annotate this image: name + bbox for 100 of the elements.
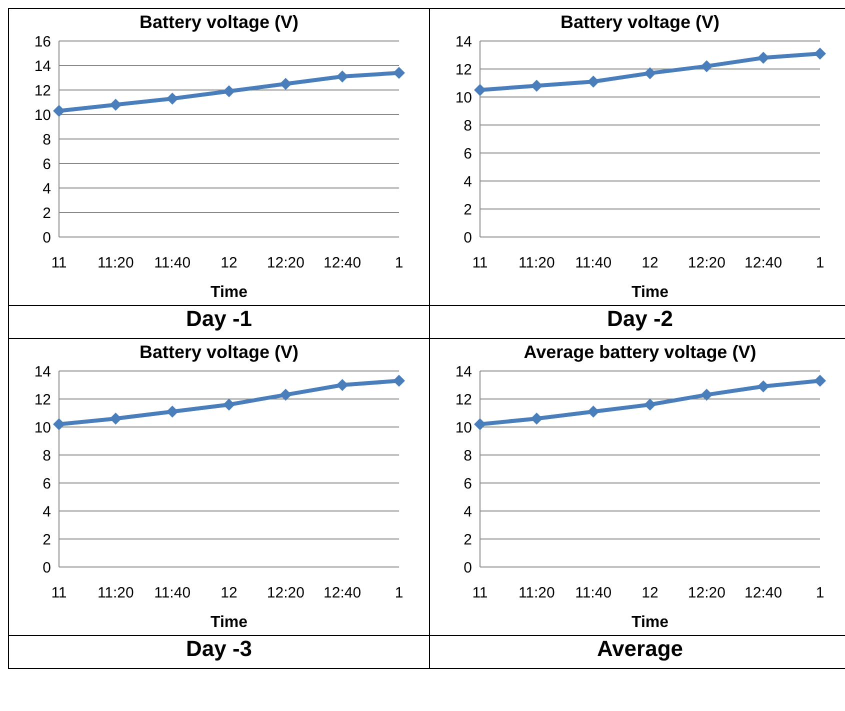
y-tick-label: 2 [464,531,472,548]
y-tick-label: 6 [464,145,472,162]
y-tick-label: 2 [42,531,51,548]
y-tick-label: 12 [34,391,51,408]
y-tick-label: 14 [455,363,472,380]
x-tick-label: 11 [51,254,67,272]
point [757,52,770,64]
x-tick-label: 12:20 [688,254,726,272]
y-tick-label: 10 [34,106,51,124]
y-tick-label: 14 [34,363,51,380]
point [53,418,65,430]
y-tick-label: 6 [464,475,472,492]
point [336,70,348,83]
point [223,398,235,411]
x-tick-label: 11:40 [575,254,612,272]
point [814,374,826,387]
chart-title: Average battery voltage (V) [522,341,758,364]
x-tick-label: 12:40 [744,584,782,602]
point [700,388,713,401]
x-tick-label: 11:40 [154,584,191,602]
point [166,406,178,418]
point [530,412,543,425]
point [393,374,405,387]
x-tick-label: 12 [220,254,238,272]
chart-title: Battery voltage (V) [138,11,300,34]
x-tick-label: 12:40 [324,584,362,602]
x-axis-title: Time [631,284,669,301]
point [474,84,486,96]
y-tick-label: 2 [42,204,51,222]
x-tick-label: 1 [816,254,824,272]
x-tick-label: 11 [472,254,488,272]
y-tick-label: 4 [464,503,472,520]
point [53,104,65,117]
y-tick-label: 4 [42,503,51,520]
y-tick-label: 14 [455,33,472,50]
point [474,418,486,430]
point [757,380,770,392]
y-tick-label: 6 [42,475,51,492]
y-tick-label: 12 [455,61,472,78]
x-tick-label: 11:20 [518,254,555,272]
point [110,412,122,425]
y-tick-label: 0 [464,229,472,246]
y-tick-label: 4 [42,180,51,198]
x-tick-label: 11:20 [97,254,134,272]
text: Day -1 [186,306,252,331]
y-tick-label: 8 [42,447,51,464]
y-tick-label: 12 [455,391,472,408]
y-tick-label: 10 [34,419,51,436]
x-tick-label: 12 [642,584,658,602]
x-tick-label: 12:40 [324,254,362,272]
point [644,398,656,411]
y-tick-label: 4 [464,173,472,190]
point [280,388,292,401]
y-tick-label: 0 [464,559,472,576]
point [166,92,178,105]
point [814,48,826,60]
x-tick-label: 11:40 [575,584,612,602]
y-tick-label: 0 [42,559,51,576]
point [223,85,235,98]
x-tick-label: 1 [394,254,404,272]
y-tick-label: 16 [34,33,51,50]
x-axis-title: Time [631,614,669,631]
y-tick-label: 10 [455,89,472,106]
y-tick-label: 12 [34,82,51,100]
point [110,98,122,111]
x-tick-label: 11 [472,584,488,602]
x-tick-label: 11:40 [154,254,191,272]
y-tick-label: 6 [42,156,51,173]
text: Average [596,636,683,661]
y-tick-label: 2 [464,201,472,218]
point [530,80,543,92]
point [587,406,600,418]
text: Day -2 [606,306,674,331]
y-tick-label: 0 [42,229,51,246]
point [644,67,656,80]
point [393,66,405,79]
y-tick-label: 8 [42,131,51,148]
x-tick-label: 11 [51,584,67,602]
y-tick-label: 8 [464,117,472,134]
x-tick-label: 12 [220,584,238,602]
point [280,78,292,90]
x-tick-label: 12:20 [266,584,304,602]
x-axis-title: Time [210,284,248,301]
chart-title: Battery voltage (V) [138,341,300,364]
y-tick-label: 10 [455,419,472,436]
x-tick-label: 12:40 [744,254,782,272]
point [700,60,713,72]
x-tick-label: 11:20 [97,584,134,602]
y-tick-label: 8 [464,447,472,464]
point [336,379,348,391]
x-tick-label: 12 [642,254,658,272]
x-tick-label: 1 [816,584,824,602]
y-tick-label: 14 [34,58,51,75]
text: Day -3 [186,636,252,661]
x-tick-label: 11:20 [518,584,555,602]
x-tick-label: 1 [394,584,404,602]
x-tick-label: 12:20 [266,254,304,272]
chart-title: Battery voltage (V) [559,11,721,34]
x-tick-label: 12:20 [688,584,726,602]
x-axis-title: Time [210,614,248,631]
